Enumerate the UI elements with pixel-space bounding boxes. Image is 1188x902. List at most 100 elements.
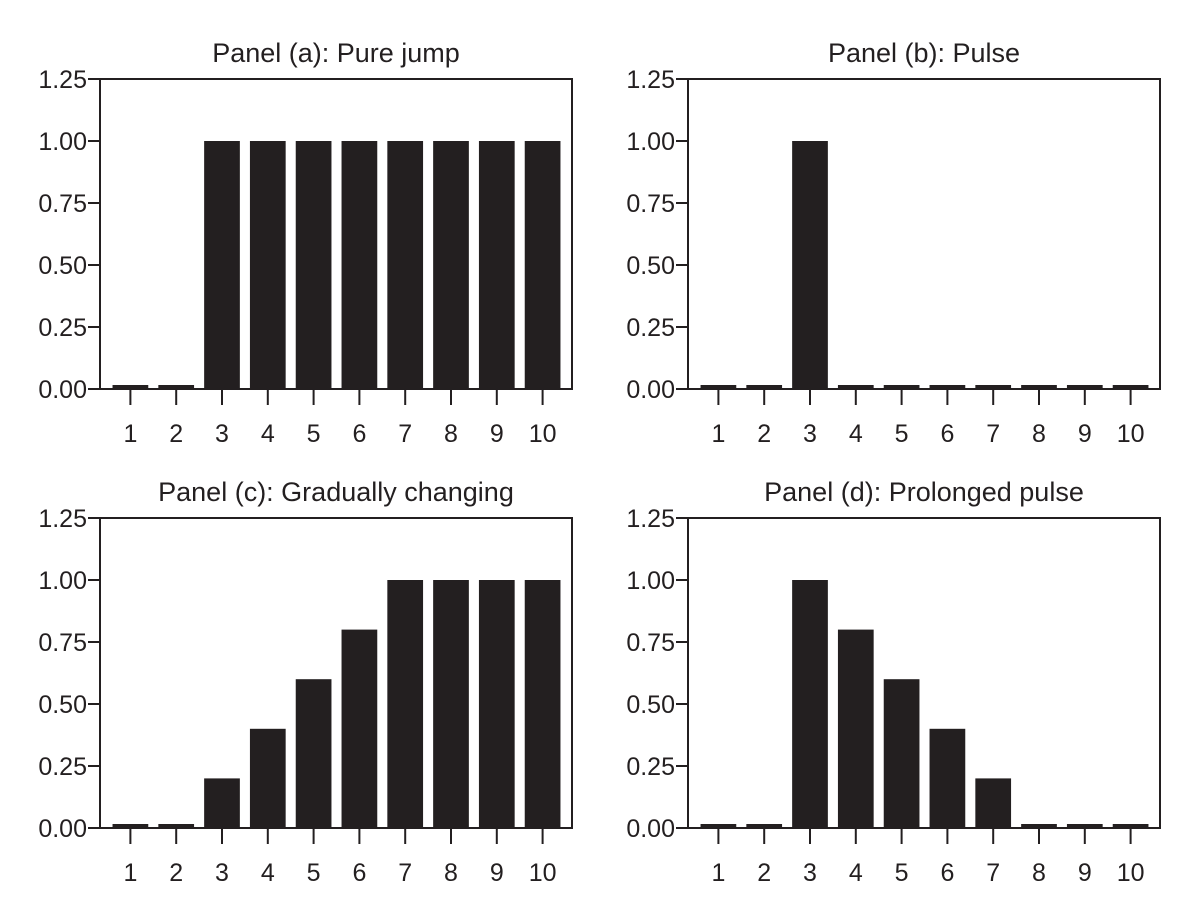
bar-c-9 [478, 580, 515, 828]
x-tick-label-d: 2 [757, 859, 771, 887]
y-tick-label-b: 0.00 [626, 376, 675, 404]
x-tick-label-a: 8 [444, 420, 458, 448]
x-tick-label-d: 8 [1032, 859, 1046, 887]
y-tick-label-b: 0.25 [626, 314, 675, 342]
bar-c-8 [433, 580, 469, 828]
y-tick-label-d: 0.75 [626, 629, 675, 657]
bar-b-1 [700, 385, 737, 389]
y-tick-label-b: 1.00 [626, 128, 675, 156]
bar-a-7 [387, 141, 424, 389]
x-tick-label-c: 7 [398, 859, 412, 887]
bar-a-10 [524, 141, 561, 389]
x-tick-label-c: 10 [529, 859, 557, 887]
y-tick-label-a: 0.00 [38, 376, 87, 404]
x-tick-label-c: 1 [123, 859, 137, 887]
bar-d-8 [1021, 824, 1057, 828]
bar-c-6 [341, 629, 378, 828]
bar-c-7 [387, 580, 424, 828]
bar-a-1 [112, 385, 149, 389]
bar-b-8 [1021, 385, 1057, 389]
y-tick-label-c: 0.00 [38, 815, 87, 843]
x-tick-label-a: 2 [169, 420, 183, 448]
plot-frame-c [99, 517, 573, 829]
y-tick-label-a: 0.25 [38, 314, 87, 342]
x-tick-label-c: 3 [215, 859, 229, 887]
plot-frame-b [687, 78, 1161, 390]
bar-b-2 [746, 385, 783, 389]
y-tick-label-a: 0.50 [38, 252, 87, 280]
x-tick-label-d: 3 [803, 859, 817, 887]
y-tick-label-c: 0.50 [38, 691, 87, 719]
bar-a-5 [295, 141, 332, 389]
x-tick-label-b: 5 [895, 420, 909, 448]
panel-title-c: Panel (c): Gradually changing [158, 477, 514, 507]
x-tick-label-d: 5 [895, 859, 909, 887]
x-tick-label-c: 4 [261, 859, 275, 887]
bar-b-4 [837, 385, 874, 389]
x-tick-label-b: 3 [803, 420, 817, 448]
x-tick-label-b: 7 [986, 420, 1000, 448]
x-tick-label-d: 10 [1117, 859, 1145, 887]
panel-title-a: Panel (a): Pure jump [212, 38, 460, 68]
y-tick-label-c: 1.00 [38, 567, 87, 595]
panel-title-b: Panel (b): Pulse [828, 38, 1020, 68]
x-tick-label-a: 6 [352, 420, 366, 448]
y-tick-label-a: 1.25 [38, 66, 87, 94]
y-tick-label-a: 0.75 [38, 190, 87, 218]
y-tick-label-c: 1.25 [38, 505, 87, 533]
x-tick-label-b: 10 [1117, 420, 1145, 448]
x-tick-label-c: 5 [307, 859, 321, 887]
x-tick-label-c: 6 [352, 859, 366, 887]
bar-b-10 [1112, 385, 1149, 389]
y-tick-label-c: 0.25 [38, 753, 87, 781]
bar-b-5 [883, 385, 920, 389]
y-tick-label-d: 1.00 [626, 567, 675, 595]
bar-a-9 [478, 141, 515, 389]
bar-c-4 [249, 728, 286, 828]
x-tick-label-d: 1 [711, 859, 725, 887]
x-tick-label-b: 2 [757, 420, 771, 448]
x-tick-label-a: 4 [261, 420, 275, 448]
chart-panel-c: Panel (c): Gradually changing 0.00 0.25 0.5… [38, 477, 573, 887]
x-tick-label-b: 1 [711, 420, 725, 448]
bar-a-8 [433, 141, 469, 389]
x-tick-label-c: 8 [444, 859, 458, 887]
bar-a-4 [249, 141, 286, 389]
y-tick-label-d: 1.25 [626, 505, 675, 533]
bar-d-1 [700, 824, 737, 828]
y-tick-label-d: 0.00 [626, 815, 675, 843]
x-tick-label-b: 6 [940, 420, 954, 448]
bar-a-2 [158, 385, 195, 389]
bar-d-10 [1112, 824, 1149, 828]
y-tick-label-b: 0.75 [626, 190, 675, 218]
plot-frame-a [99, 78, 573, 390]
plot-frame-d [687, 517, 1161, 829]
x-tick-label-a: 9 [490, 420, 504, 448]
bar-d-7 [975, 778, 1012, 828]
bar-c-5 [295, 679, 332, 828]
x-tick-label-b: 4 [849, 420, 863, 448]
panel-title-d: Panel (d): Prolonged pulse [764, 477, 1084, 507]
bar-a-3 [204, 141, 240, 389]
bar-d-6 [929, 728, 966, 828]
x-tick-label-a: 7 [398, 420, 412, 448]
x-tick-label-d: 9 [1078, 859, 1092, 887]
y-tick-label-d: 0.50 [626, 691, 675, 719]
x-tick-label-a: 3 [215, 420, 229, 448]
x-tick-label-c: 9 [490, 859, 504, 887]
x-tick-label-c: 2 [169, 859, 183, 887]
bar-d-4 [837, 629, 874, 828]
y-tick-label-d: 0.25 [626, 753, 675, 781]
bar-c-1 [112, 824, 149, 828]
x-tick-label-a: 5 [307, 420, 321, 448]
bar-b-3 [792, 141, 828, 389]
chart-panel-a: Panel (a): Pure jump 0.00 0.25 0.50 0.75 1.00… [38, 38, 573, 448]
bar-c-3 [204, 778, 240, 828]
chart-panel-b: Panel (b): Pulse 0.00 0.25 0.50 0.75 1.00 1.25… [626, 38, 1161, 448]
y-tick-label-b: 0.50 [626, 252, 675, 280]
bar-b-9 [1066, 385, 1103, 389]
y-tick-label-c: 0.75 [38, 629, 87, 657]
bar-d-9 [1066, 824, 1103, 828]
x-tick-label-d: 7 [986, 859, 1000, 887]
